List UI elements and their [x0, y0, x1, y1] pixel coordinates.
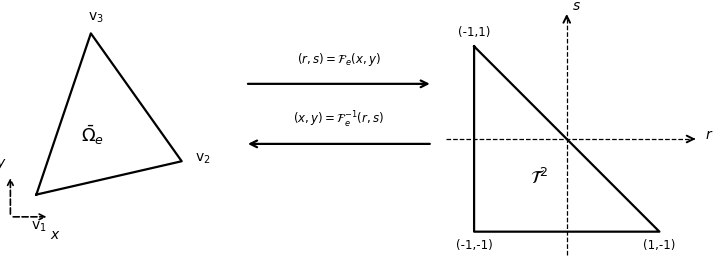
Text: v$_2$: v$_2$ [195, 151, 211, 166]
Text: v$_3$: v$_3$ [88, 11, 104, 25]
Text: $(x, y) = \mathcal{F}_e^{-1}(r, s)$: $(x, y) = \mathcal{F}_e^{-1}(r, s)$ [293, 110, 384, 130]
Text: (-1,1): (-1,1) [458, 26, 490, 39]
Text: s: s [573, 0, 580, 13]
Text: v$_1$: v$_1$ [31, 220, 47, 234]
Text: x: x [50, 228, 58, 242]
Text: r: r [706, 128, 712, 142]
Text: $\bar{\Omega}_e$: $\bar{\Omega}_e$ [81, 123, 104, 147]
Text: (1,-1): (1,-1) [643, 239, 676, 252]
Text: (-1,-1): (-1,-1) [456, 239, 492, 252]
Text: y: y [0, 156, 4, 170]
Text: $\mathcal{T}^2$: $\mathcal{T}^2$ [530, 168, 548, 188]
Text: $(r, s) = \mathcal{F}_e(x, y)$: $(r, s) = \mathcal{F}_e(x, y)$ [297, 51, 381, 68]
